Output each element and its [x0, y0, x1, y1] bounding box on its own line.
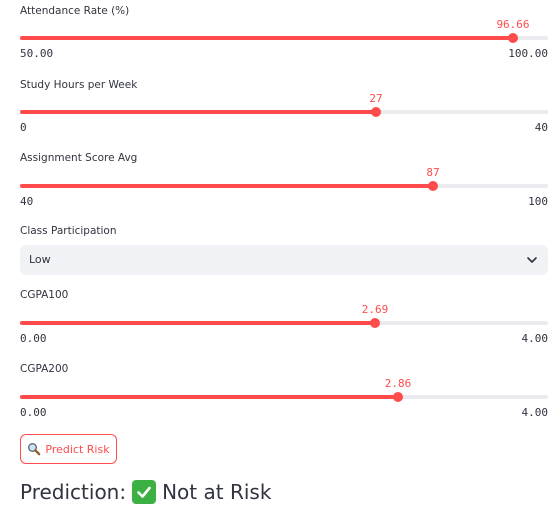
slider-label: Assignment Score Avg [20, 152, 138, 164]
slider-label: CGPA100 [20, 289, 69, 301]
participation-select[interactable]: Low [20, 245, 548, 275]
predict-risk-label: Predict Risk [45, 442, 110, 456]
slider-max: 40 [534, 121, 548, 134]
slider-fill [20, 110, 376, 114]
slider-max: 100 [528, 195, 548, 208]
prediction-result-text: Not at Risk [162, 480, 272, 504]
slider-track[interactable] [20, 33, 548, 43]
slider-track[interactable] [20, 181, 548, 191]
slider-thumb[interactable] [370, 318, 380, 328]
slider-label: Study Hours per Week [20, 79, 138, 91]
slider-fill [20, 321, 375, 325]
slider-track[interactable] [20, 318, 548, 328]
prediction-label: Prediction: [20, 480, 127, 504]
slider-max: 4.00 [521, 406, 549, 419]
slider-thumb[interactable] [393, 392, 403, 402]
check-mark-icon [132, 480, 157, 504]
slider-fill [20, 395, 398, 399]
slider-track[interactable] [20, 392, 548, 402]
participation-value: Low [29, 253, 51, 266]
slider-min: 0 [20, 121, 27, 134]
slider-min: 50.00 [20, 47, 54, 60]
slider-value: 2.69 [361, 303, 389, 316]
predict-risk-button[interactable]: Predict Risk [20, 434, 117, 464]
slider-min: 40 [20, 195, 34, 208]
slider-track[interactable] [20, 107, 548, 117]
slider-thumb[interactable] [371, 107, 381, 117]
slider-max: 100.00 [508, 47, 548, 60]
slider-max: 4.00 [521, 332, 549, 345]
slider-thumb[interactable] [428, 181, 438, 191]
slider-label: CGPA200 [20, 363, 69, 375]
slider-value: 27 [369, 92, 383, 105]
slider-min: 0.00 [20, 406, 47, 419]
magnifier-icon [28, 443, 41, 456]
slider-fill [20, 36, 513, 40]
slider-value: 96.66 [496, 18, 530, 31]
chevron-down-icon [527, 257, 537, 263]
prediction-result: Prediction: Not at Risk [20, 480, 271, 504]
slider-value: 87 [426, 166, 440, 179]
slider-label: Attendance Rate (%) [20, 5, 130, 17]
slider-min: 0.00 [20, 332, 47, 345]
participation-label: Class Participation [20, 225, 117, 237]
slider-value: 2.86 [384, 377, 412, 390]
slider-fill [20, 184, 433, 188]
slider-thumb[interactable] [508, 33, 518, 43]
